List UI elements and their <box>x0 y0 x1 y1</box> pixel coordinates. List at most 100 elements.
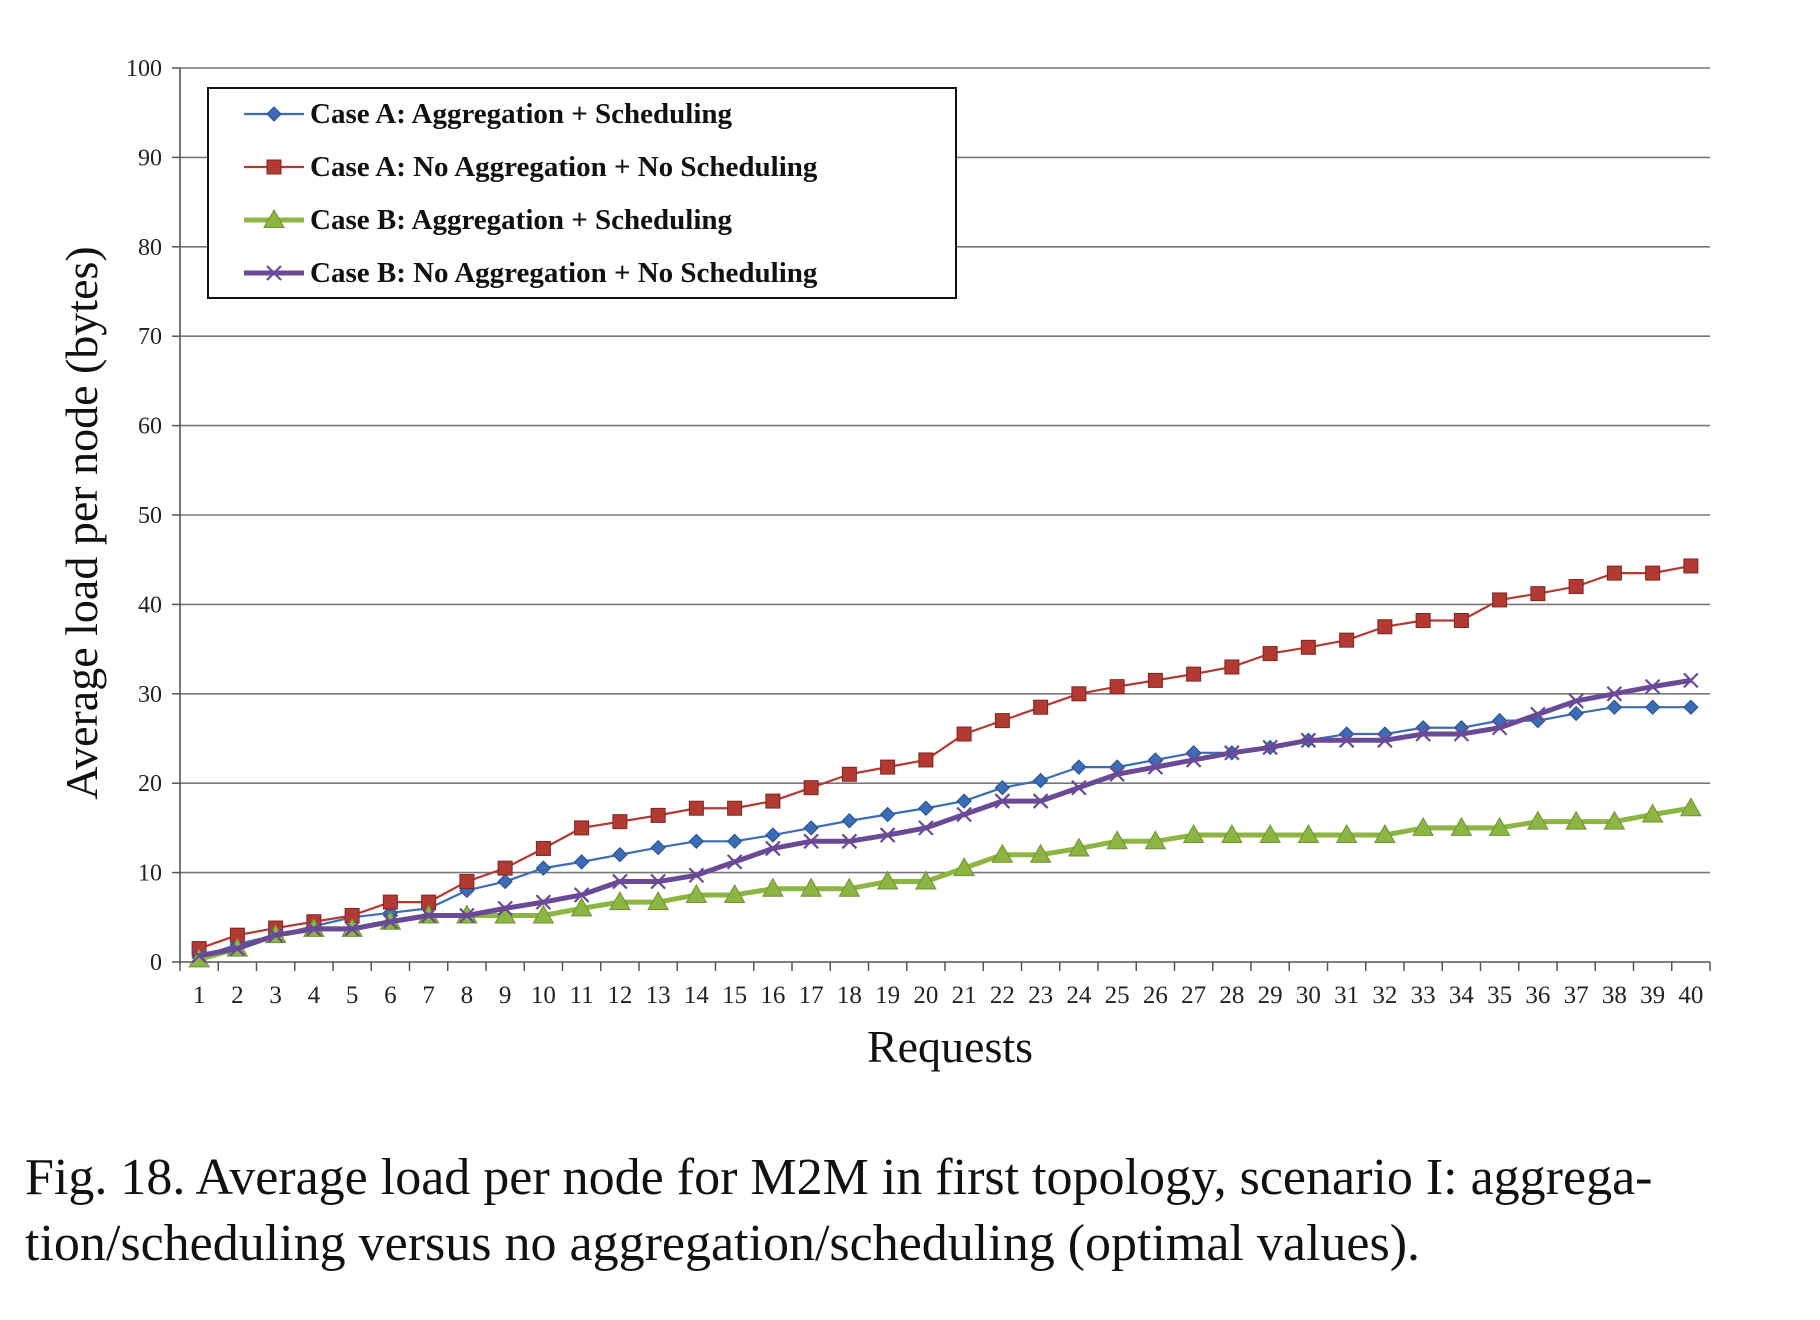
x-tick-label-8: 8 <box>461 982 474 1009</box>
series-4-point-9 <box>497 900 513 917</box>
series-3-point-37 <box>1565 810 1587 830</box>
series-1-point-23 <box>1032 772 1049 789</box>
series-2-point-29 <box>1262 646 1278 662</box>
series-1-point-24 <box>1071 759 1087 775</box>
x-tick-label-36: 36 <box>1525 982 1550 1009</box>
series-2-point-19 <box>880 759 896 775</box>
series-4-point-18 <box>841 833 858 850</box>
series-2-point-33 <box>1415 612 1431 628</box>
y-tick-label-30: 30 <box>138 682 162 708</box>
series-4-point-38 <box>1606 686 1623 702</box>
series-3-point-31 <box>1335 824 1358 844</box>
series-1-line <box>198 706 1691 959</box>
caption-line-1: Fig. 18. Average load per node for M2M i… <box>25 1149 1653 1206</box>
series-4-point-10 <box>535 894 552 910</box>
legend-marker-4 <box>266 265 282 281</box>
series-4-point-37 <box>1568 693 1584 709</box>
x-tick-label-18: 18 <box>837 982 862 1009</box>
series-4-point-24 <box>1071 779 1087 796</box>
legend-marker-1 <box>266 106 282 122</box>
series-3-point-33 <box>1412 816 1434 836</box>
x-tick-label-35: 35 <box>1487 982 1512 1009</box>
series-3-point-16 <box>762 877 784 897</box>
series-2-point-14 <box>688 800 704 816</box>
series-2-point-31 <box>1339 632 1355 648</box>
series-4-point-12 <box>612 873 628 890</box>
series-3-point-29 <box>1259 824 1281 844</box>
legend-box <box>207 87 957 299</box>
x-tick-label-21: 21 <box>952 982 977 1009</box>
x-tick-label-6: 6 <box>384 982 397 1009</box>
series-1-point-20 <box>918 800 934 816</box>
y-tick-label-100: 100 <box>126 56 162 82</box>
y-axis-title: Average load per node (bytes) <box>56 246 107 799</box>
series-4-point-35 <box>1491 719 1508 736</box>
series-4-point-1 <box>191 947 207 964</box>
x-tick-label-29: 29 <box>1258 982 1283 1009</box>
series-3-point-32 <box>1374 824 1396 844</box>
series-1-point-12 <box>612 847 628 863</box>
series-3-point-25 <box>1106 830 1128 850</box>
series-4-point-23 <box>1032 793 1049 809</box>
series-3-point-38 <box>1603 810 1626 830</box>
x-tick-label-14: 14 <box>684 982 710 1009</box>
series-4-point-14 <box>688 867 705 884</box>
series-2-point-35 <box>1492 592 1508 608</box>
series-4-point-22 <box>994 793 1011 809</box>
series-3-point-30 <box>1297 824 1320 844</box>
series-4-point-31 <box>1338 732 1355 749</box>
x-tick-label-23: 23 <box>1028 982 1053 1009</box>
x-tick-label-15: 15 <box>722 982 747 1009</box>
x-tick-label-32: 32 <box>1372 982 1397 1009</box>
series-2-point-11 <box>574 820 590 836</box>
series-4-point-40 <box>1683 672 1699 689</box>
series-3-point-27 <box>1182 824 1205 844</box>
series-4-point-8 <box>459 907 475 924</box>
series-3-point-39 <box>1641 803 1664 823</box>
x-tick-label-10: 10 <box>531 982 556 1009</box>
x-tick-label-12: 12 <box>607 982 632 1009</box>
x-tick-label-24: 24 <box>1066 982 1092 1009</box>
series-2-point-22 <box>994 713 1010 729</box>
y-tick-label-80: 80 <box>138 235 162 261</box>
y-tick-label-70: 70 <box>138 324 162 350</box>
series-4-point-30 <box>1300 732 1317 749</box>
series-3-point-12 <box>609 891 631 911</box>
series-4-point-29 <box>1262 739 1278 756</box>
series-1-point-21 <box>956 793 972 809</box>
series-2-point-40 <box>1683 558 1699 574</box>
x-tick-label-26: 26 <box>1143 982 1168 1009</box>
x-tick-label-16: 16 <box>760 982 785 1009</box>
x-tick-label-11: 11 <box>570 982 594 1009</box>
series-3-point-18 <box>838 877 861 897</box>
legend-item-3: Case B: Aggregation + Scheduling <box>244 204 733 236</box>
legend-label-1: Case A: Aggregation + Scheduling <box>310 98 733 130</box>
series-2-point-21 <box>956 726 972 742</box>
series-3-point-19 <box>876 870 899 890</box>
series-3-point-36 <box>1527 810 1549 830</box>
x-tick-label-5: 5 <box>346 982 359 1009</box>
x-tick-label-25: 25 <box>1105 982 1130 1009</box>
series-3-point-17 <box>800 877 822 897</box>
series-2-point-13 <box>650 807 666 823</box>
x-tick-label-13: 13 <box>646 982 671 1009</box>
series-4-point-13 <box>650 873 666 890</box>
y-tick-label-60: 60 <box>138 414 162 440</box>
x-tick-label-30: 30 <box>1296 982 1321 1009</box>
caption-line-2: tion/scheduling versus no aggregation/sc… <box>25 1215 1421 1272</box>
series-2-point-32 <box>1377 619 1393 635</box>
series-4-point-3 <box>267 927 284 943</box>
series-2-point-10 <box>535 840 551 856</box>
series-4-point-17 <box>803 833 819 850</box>
y-tick-label-0: 0 <box>150 950 162 976</box>
series-1-point-39 <box>1644 699 1661 715</box>
series-2-point-25 <box>1109 679 1125 695</box>
series-3-point-35 <box>1488 816 1511 836</box>
series-2-point-16 <box>765 793 781 809</box>
series-2-point-20 <box>918 752 934 768</box>
series-3-point-34 <box>1450 816 1473 836</box>
series-4-point-20 <box>918 820 934 836</box>
legend-marker-3 <box>263 208 285 228</box>
x-tick-label-27: 27 <box>1181 982 1206 1009</box>
